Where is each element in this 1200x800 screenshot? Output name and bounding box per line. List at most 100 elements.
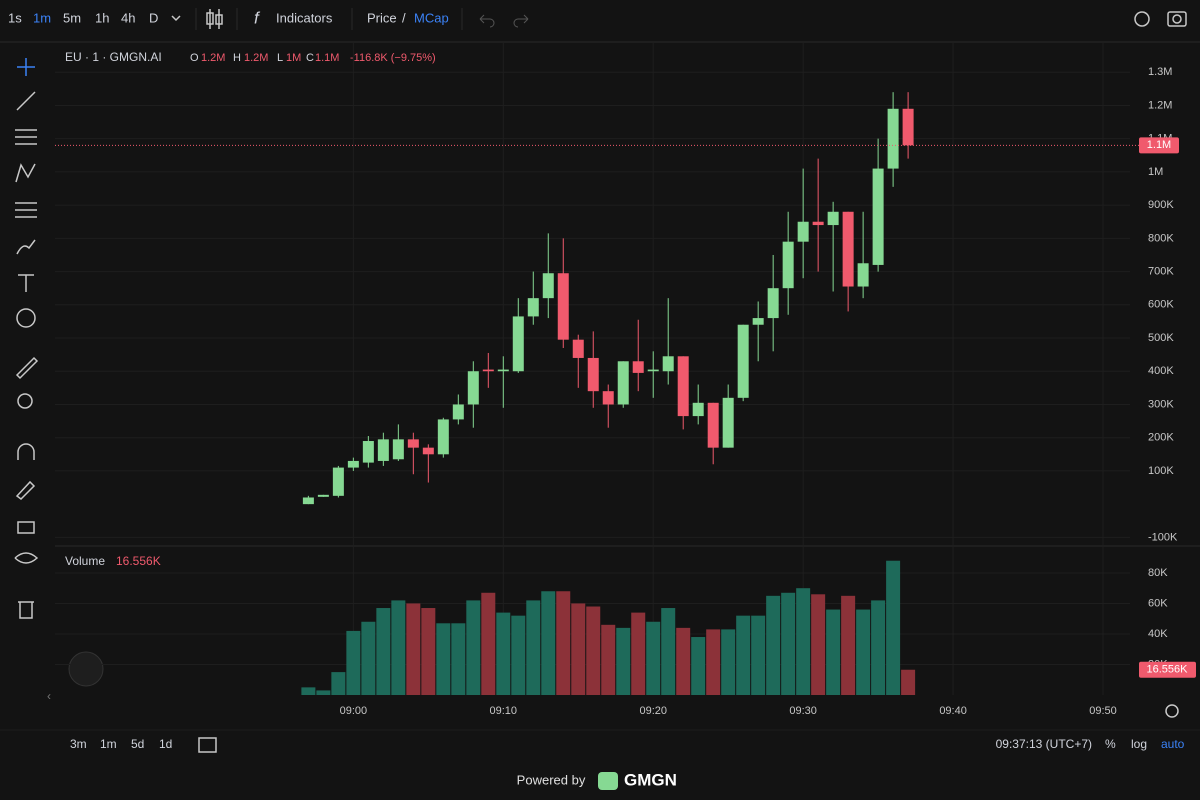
collapse-toolbar[interactable]: ‹ xyxy=(47,689,51,703)
interval-button[interactable]: D xyxy=(149,10,158,25)
candle-body xyxy=(362,441,374,463)
candle-body xyxy=(437,419,449,455)
crosshair-tool[interactable] xyxy=(17,58,35,76)
volume-bar xyxy=(871,600,886,695)
candle-body xyxy=(302,497,314,505)
drawing-toolbar: ‹ xyxy=(14,58,51,703)
screenshot-button[interactable] xyxy=(1167,11,1187,27)
price-toggle[interactable]: Price xyxy=(367,10,397,25)
volume-bar xyxy=(376,608,391,695)
text-tool[interactable] xyxy=(18,274,34,292)
candle-body xyxy=(572,339,584,358)
volume-bar xyxy=(691,637,706,695)
volume-bar xyxy=(631,612,646,695)
candle-body xyxy=(497,369,509,372)
range-button[interactable]: 1m xyxy=(100,737,117,751)
forecast-tool[interactable] xyxy=(15,202,37,218)
delete-tool[interactable] xyxy=(18,601,34,619)
ohlc-key: H xyxy=(233,52,241,64)
volume-bar xyxy=(406,603,421,695)
last-volume-tag xyxy=(1139,661,1196,678)
trendline-tool[interactable] xyxy=(16,91,36,111)
redo-button[interactable] xyxy=(513,14,529,28)
candle-body xyxy=(662,356,674,372)
chart-type-button[interactable] xyxy=(206,9,223,29)
y2-tick-label: 60K xyxy=(1148,597,1168,609)
last-price-label: 1.1M xyxy=(1147,139,1171,151)
x-tick-label: 09:40 xyxy=(939,705,967,717)
volume-bar xyxy=(646,621,661,695)
range-button[interactable]: 1d xyxy=(159,737,172,751)
candle-body xyxy=(647,369,659,372)
candle-body xyxy=(857,263,869,287)
clock: 09:37:13 (UTC+7) xyxy=(996,737,1092,751)
y-tick-label: -100K xyxy=(1148,531,1178,543)
range-button[interactable]: 5d xyxy=(131,737,144,751)
x-tick-label: 09:10 xyxy=(490,705,518,717)
plot: 09:00 09:10 09:20 09:30 09:40 09:50 -100K 100K 2… xyxy=(55,42,1196,717)
candle-body xyxy=(902,108,914,146)
zoom-tool[interactable] xyxy=(17,393,33,409)
interval-menu[interactable] xyxy=(171,15,181,22)
candle-body xyxy=(347,460,359,468)
candle-body xyxy=(602,391,614,405)
volume-bar xyxy=(811,594,826,695)
log-toggle[interactable]: log xyxy=(1131,737,1147,751)
candle-body xyxy=(722,397,734,448)
ohlc-key: C xyxy=(306,52,314,64)
ohlc-key: L xyxy=(277,52,283,64)
brush-tool[interactable] xyxy=(16,239,36,255)
percent-toggle[interactable]: % xyxy=(1105,737,1116,751)
tv-logo[interactable] xyxy=(68,651,104,687)
interval-button[interactable]: 4h xyxy=(121,10,135,25)
hide-tool[interactable] xyxy=(14,552,39,564)
candle-body xyxy=(782,241,794,289)
volume-bar xyxy=(706,629,721,695)
brand-logo xyxy=(598,772,618,790)
volume-bar xyxy=(481,592,496,695)
volume-key: Volume xyxy=(65,554,105,568)
ohlc-value: 1.1M xyxy=(315,52,339,64)
emoji-tool[interactable] xyxy=(16,308,36,328)
x-tick-label: 09:50 xyxy=(1089,705,1117,717)
volume-bar xyxy=(856,609,871,695)
candle-body xyxy=(707,402,719,448)
axis-settings[interactable] xyxy=(1165,704,1179,718)
volume-bar xyxy=(436,623,451,695)
volume-bar xyxy=(316,690,331,695)
volume-bar xyxy=(886,560,901,695)
range-button[interactable]: 3m xyxy=(70,737,87,751)
interval-button[interactable]: 1m xyxy=(33,10,51,25)
candle-body xyxy=(632,361,644,373)
undo-button[interactable] xyxy=(479,14,495,28)
fib-tool[interactable] xyxy=(15,129,37,145)
goto-date-button[interactable] xyxy=(198,737,217,753)
volume-bar xyxy=(496,612,511,695)
measure-tool[interactable] xyxy=(15,356,39,380)
interval-button[interactable]: 1h xyxy=(95,10,109,25)
indicators-button[interactable]: Indicators xyxy=(276,10,333,25)
auto-toggle[interactable]: auto xyxy=(1161,737,1185,751)
brand-name: GMGN xyxy=(624,770,677,789)
y-tick-label: 700K xyxy=(1148,265,1174,277)
volume-value: 16.556K xyxy=(116,554,161,568)
interval-button[interactable]: 5m xyxy=(63,10,81,25)
y-tick-label: 1.3M xyxy=(1148,66,1172,78)
candle-body xyxy=(452,404,464,420)
pattern-tool[interactable] xyxy=(15,163,36,183)
candle-body xyxy=(317,494,329,497)
indicators-icon[interactable]: f xyxy=(254,8,261,27)
candle-body xyxy=(587,357,599,392)
interval-button[interactable]: 1s xyxy=(8,10,22,25)
y-tick-label: 900K xyxy=(1148,199,1174,211)
volume-bar xyxy=(676,627,691,695)
y-tick-label: 500K xyxy=(1148,332,1174,344)
mcap-toggle[interactable]: MCap xyxy=(414,10,449,25)
lock-tool[interactable] xyxy=(17,521,35,534)
lock-draw-tool[interactable] xyxy=(15,480,36,500)
volume-bar xyxy=(556,591,571,695)
candle-body xyxy=(692,402,704,417)
settings-button[interactable] xyxy=(1134,11,1150,27)
candle-body xyxy=(542,273,554,299)
magnet-tool[interactable] xyxy=(17,443,35,460)
